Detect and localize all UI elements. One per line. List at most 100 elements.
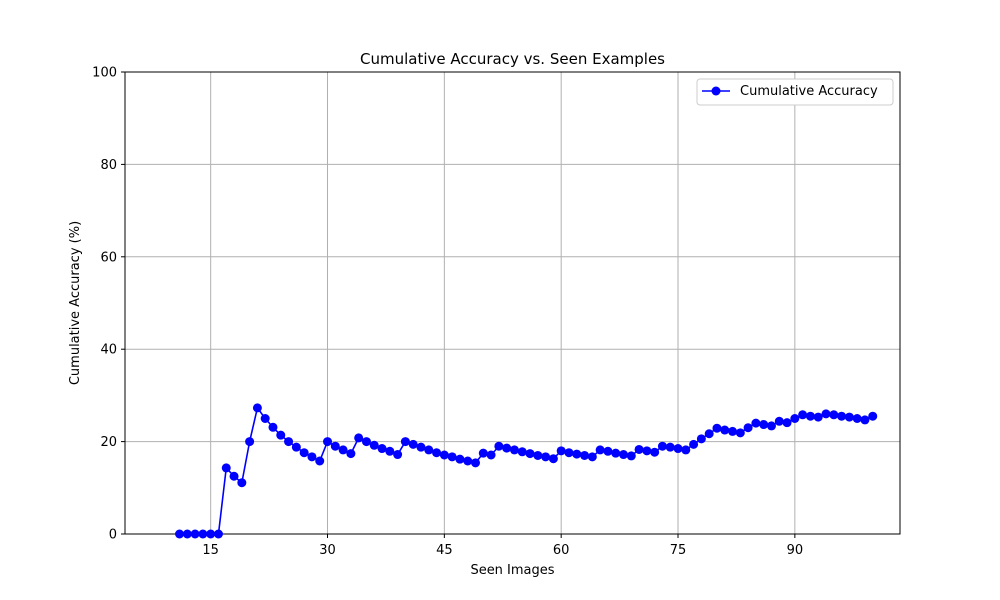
- data-point: [728, 426, 738, 436]
- data-point: [486, 450, 496, 460]
- data-point: [221, 463, 231, 473]
- data-point: [439, 450, 449, 460]
- data-point: [315, 456, 325, 466]
- data-point: [541, 452, 551, 462]
- data-point: [743, 423, 753, 433]
- data-point: [782, 418, 792, 428]
- data-point: [361, 437, 371, 447]
- x-tick-label: 45: [436, 543, 453, 558]
- data-point: [829, 410, 839, 420]
- data-point: [471, 458, 481, 468]
- y-tick-label: 80: [100, 158, 117, 173]
- data-point: [720, 425, 730, 435]
- data-point: [245, 437, 255, 447]
- x-tick-label: 30: [319, 543, 336, 558]
- data-point: [712, 423, 722, 433]
- data-point: [284, 437, 294, 447]
- data-point: [751, 418, 761, 428]
- data-point: [650, 447, 660, 457]
- y-tick-label: 20: [100, 435, 117, 450]
- x-tick-label: 60: [553, 543, 570, 558]
- data-point: [323, 437, 333, 447]
- data-point: [821, 409, 831, 419]
- data-point: [424, 445, 434, 455]
- data-point: [790, 414, 800, 423]
- data-point: [642, 446, 652, 456]
- data-point: [533, 450, 543, 460]
- data-point: [595, 445, 605, 455]
- data-point: [478, 448, 488, 458]
- data-point: [735, 428, 745, 438]
- data-point: [673, 444, 683, 454]
- data-point: [759, 420, 769, 430]
- x-tick-label: 75: [670, 543, 687, 558]
- data-point: [416, 442, 426, 452]
- data-point: [213, 529, 223, 539]
- data-point: [696, 434, 706, 444]
- data-point: [805, 411, 815, 421]
- data-point: [837, 411, 847, 421]
- legend-box: [696, 78, 894, 106]
- data-point: [813, 412, 823, 422]
- data-point: [525, 449, 535, 459]
- data-point: [681, 445, 691, 455]
- data-point: [868, 411, 878, 421]
- data-point: [766, 421, 776, 431]
- plot-area-frame: [124, 71, 901, 535]
- data-point: [252, 403, 262, 413]
- data-point: [276, 430, 286, 440]
- data-point: [291, 442, 301, 452]
- data-point: [182, 529, 192, 539]
- data-point: [564, 448, 574, 458]
- data-point: [229, 471, 239, 481]
- data-point: [844, 412, 854, 422]
- data-point: [494, 441, 504, 451]
- data-point: [346, 449, 356, 459]
- data-point: [852, 414, 862, 423]
- data-point: [408, 439, 418, 449]
- data-point: [447, 452, 457, 462]
- data-point: [860, 415, 870, 425]
- data-point: [307, 452, 317, 462]
- data-point: [517, 447, 527, 457]
- legend-label: Cumulative Accuracy: [740, 84, 878, 99]
- data-point: [260, 414, 270, 423]
- data-point: [369, 440, 379, 450]
- x-tick-label: 15: [202, 543, 219, 558]
- data-point: [330, 441, 340, 451]
- data-point: [190, 529, 200, 539]
- data-point: [377, 444, 387, 454]
- y-tick-label: 0: [109, 528, 117, 543]
- data-point: [587, 452, 597, 462]
- data-point: [338, 445, 348, 455]
- data-point: [175, 529, 185, 539]
- data-point: [603, 446, 613, 456]
- data-point: [665, 442, 675, 452]
- data-point: [432, 448, 442, 458]
- data-point: [626, 451, 636, 461]
- data-point: [580, 450, 590, 460]
- data-point: [237, 478, 247, 488]
- data-point: [657, 441, 667, 451]
- data-point: [618, 450, 628, 460]
- data-point: [548, 454, 558, 464]
- chart-title: Cumulative Accuracy vs. Seen Examples: [360, 50, 665, 68]
- data-point: [798, 410, 808, 420]
- data-point: [502, 443, 512, 453]
- data-point: [400, 437, 410, 447]
- y-tick-label: 60: [100, 250, 117, 265]
- y-tick-label: 100: [92, 66, 117, 81]
- data-point: [385, 446, 395, 456]
- data-point: [354, 433, 364, 443]
- data-point: [206, 529, 216, 539]
- data-point: [611, 448, 621, 458]
- data-point: [268, 422, 278, 432]
- data-point: [704, 429, 714, 439]
- axis-ticks: 15 30 45 60 75 90 0 20 40 60 80 100: [92, 66, 803, 559]
- data-point: [299, 448, 309, 458]
- data-point: [634, 444, 644, 454]
- legend: Cumulative Accuracy: [696, 78, 894, 106]
- data-point: [393, 450, 403, 460]
- series-group: [175, 403, 878, 539]
